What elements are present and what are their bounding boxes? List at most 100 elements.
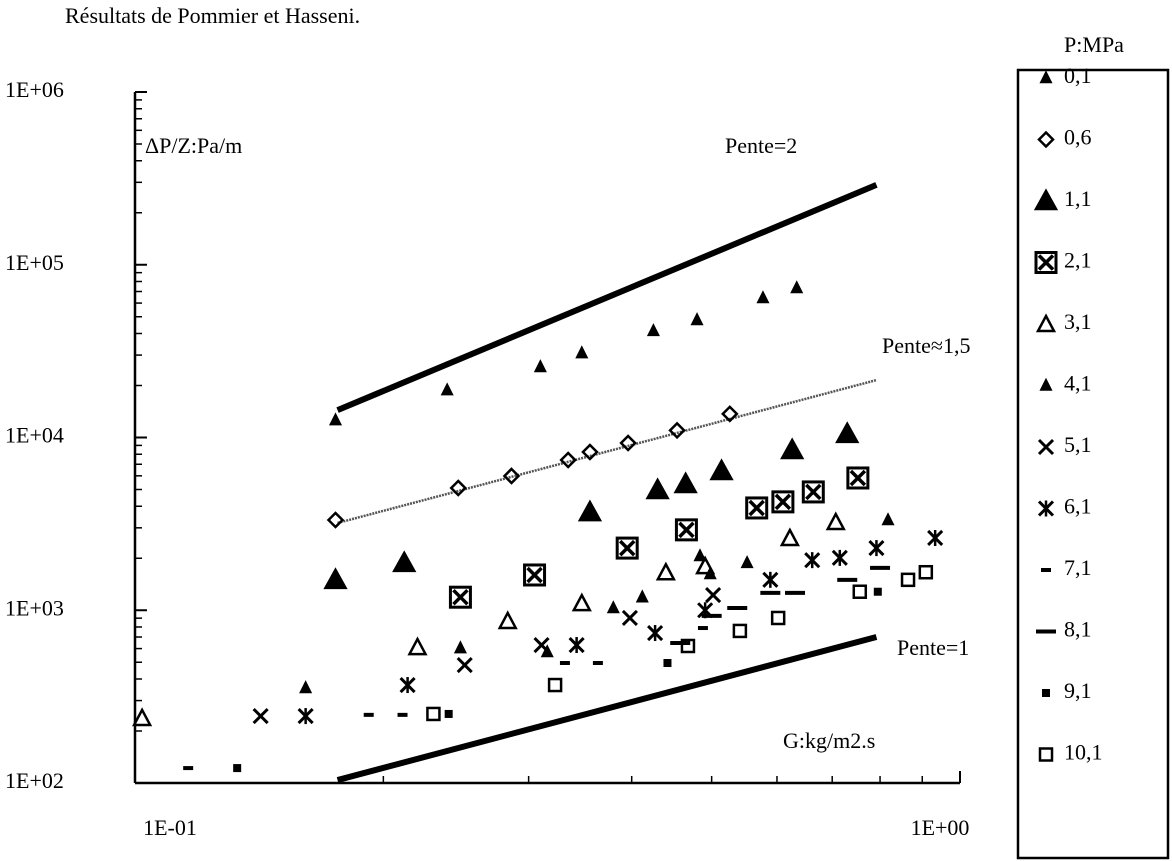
marker-shape xyxy=(252,708,269,725)
marker-shape xyxy=(900,572,916,588)
x-tick-label: 1E+00 xyxy=(911,815,970,840)
marker xyxy=(835,421,860,444)
marker xyxy=(1039,70,1053,84)
marker xyxy=(732,623,748,639)
chart-title: Résultats de Pommier et Hasseni. xyxy=(65,3,360,28)
marker-shape xyxy=(690,312,704,326)
marker xyxy=(252,708,269,725)
legend-label: 2,1 xyxy=(1064,248,1092,273)
marker xyxy=(647,624,664,642)
marker-shape xyxy=(790,280,804,294)
y-tick-label: 1E+05 xyxy=(5,250,64,275)
marker-shape xyxy=(440,382,454,396)
marker xyxy=(1033,188,1059,211)
marker-shape xyxy=(456,656,473,674)
marker xyxy=(444,709,453,718)
marker-shape xyxy=(449,479,468,497)
marker xyxy=(1034,251,1058,274)
marker xyxy=(695,555,716,575)
marker xyxy=(606,600,620,614)
marker xyxy=(533,636,550,654)
marker xyxy=(762,571,779,588)
marker xyxy=(1037,500,1055,517)
marker xyxy=(1042,689,1050,697)
marker xyxy=(440,382,454,396)
marker-shape xyxy=(635,589,649,603)
reference-label: Pente=2 xyxy=(725,133,797,158)
marker-shape xyxy=(1037,130,1055,149)
marker xyxy=(680,638,696,654)
marker-shape xyxy=(323,567,348,590)
legend-label: 1,1 xyxy=(1064,186,1092,211)
marker-shape xyxy=(452,588,469,606)
marker xyxy=(392,550,417,573)
marker xyxy=(497,610,518,630)
marker xyxy=(571,592,592,612)
marker xyxy=(780,437,805,460)
marker-shape xyxy=(740,555,754,569)
marker-shape xyxy=(770,610,786,626)
marker-shape xyxy=(801,480,825,504)
marker-shape xyxy=(693,548,707,562)
reference-line xyxy=(336,634,878,783)
marker xyxy=(721,405,739,423)
y-tick-label: 1E+02 xyxy=(5,768,64,793)
marker-shape xyxy=(392,550,417,573)
marker-shape xyxy=(1038,747,1054,762)
marker xyxy=(523,563,547,587)
marker-shape xyxy=(873,587,882,596)
reference-line xyxy=(336,182,878,413)
y-tick-label: 1E+06 xyxy=(5,77,64,102)
marker-shape xyxy=(577,499,603,522)
legend-label: 9,1 xyxy=(1064,678,1092,703)
marker xyxy=(533,359,547,373)
marker xyxy=(740,555,754,569)
marker xyxy=(703,566,717,580)
marker-shape xyxy=(1039,70,1053,84)
marker-shape xyxy=(825,511,846,531)
marker-shape xyxy=(663,659,672,668)
marker-shape xyxy=(678,521,695,539)
marker xyxy=(407,636,428,656)
marker xyxy=(453,640,467,654)
legend-label: 7,1 xyxy=(1064,555,1092,580)
legend-label: 0,1 xyxy=(1064,63,1092,88)
marker xyxy=(927,529,944,547)
x-axis-label: G:kg/m2.s xyxy=(783,728,875,753)
marker xyxy=(771,490,795,514)
marker xyxy=(756,290,770,304)
marker-shape xyxy=(606,600,620,614)
marker-shape xyxy=(703,566,717,580)
marker xyxy=(900,572,916,588)
marker xyxy=(619,434,637,452)
marker-shape xyxy=(852,584,868,599)
marker-shape xyxy=(774,493,792,511)
marker-shape xyxy=(709,458,734,481)
marker-shape xyxy=(846,466,870,490)
marker xyxy=(674,518,698,542)
y-tick-label: 1E+03 xyxy=(5,595,64,620)
marker-shape xyxy=(615,536,639,560)
legend-label: 10,1 xyxy=(1064,740,1103,765)
marker xyxy=(801,480,825,504)
legend-label: 0,6 xyxy=(1064,125,1092,150)
legend-box xyxy=(1016,68,1170,860)
legend-label: 5,1 xyxy=(1064,432,1092,457)
marker-shape xyxy=(426,706,441,722)
marker xyxy=(132,707,153,727)
marker-shape xyxy=(448,585,472,609)
marker-shape xyxy=(835,421,860,444)
y-tick-label: 1E+04 xyxy=(5,423,64,448)
marker xyxy=(502,467,521,485)
marker-shape xyxy=(533,636,550,654)
marker-shape xyxy=(645,477,670,500)
marker-shape xyxy=(497,610,518,630)
marker xyxy=(690,312,704,326)
x-tick-label: 1E-01 xyxy=(143,815,197,840)
legend-label: 3,1 xyxy=(1064,309,1092,334)
marker-shape xyxy=(575,345,589,359)
marker xyxy=(615,536,639,560)
marker xyxy=(779,527,800,547)
marker-shape xyxy=(1034,251,1058,274)
